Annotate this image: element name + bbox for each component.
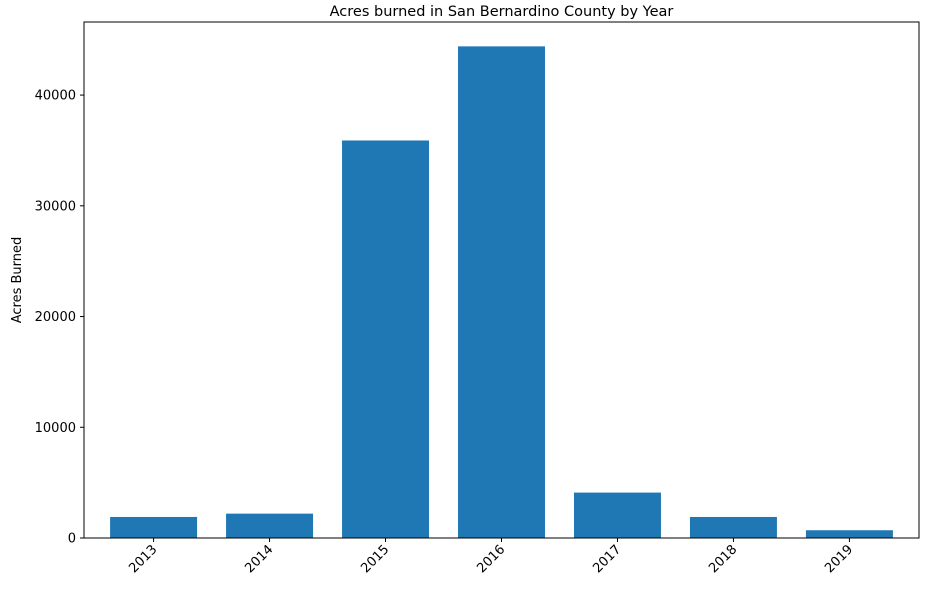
y-axis-label: Acres Burned (10, 237, 25, 324)
bar-2014 (226, 513, 314, 538)
x-tick-label: 2014 (242, 542, 276, 576)
plot-frame (83, 21, 920, 539)
y-tick-label: 40000 (35, 89, 76, 104)
x-tick-label: 2018 (706, 542, 740, 576)
y-tick-label: 20000 (35, 310, 76, 325)
x-tick-label: 2016 (474, 542, 508, 576)
x-tick-label: 2019 (822, 542, 856, 576)
x-tick-label: 2017 (590, 542, 624, 576)
x-tick-label: 2015 (358, 542, 392, 576)
y-tick-label: 10000 (35, 421, 76, 436)
bar-2016 (458, 46, 545, 539)
bar-2015 (342, 140, 430, 538)
y-tick-label: 30000 (35, 199, 76, 214)
bars-group (110, 46, 893, 539)
x-axis: 2013 2014 2015 2016 2017 2018 2019 (126, 538, 856, 576)
x-tick-label: 2013 (126, 542, 160, 576)
chart-title: Acres burned in San Bernardino County by… (330, 4, 674, 20)
y-axis: 0 10000 20000 30000 40000 (35, 89, 84, 547)
bar-2017 (573, 492, 661, 538)
bar-2013 (110, 516, 198, 538)
bar-2018 (689, 516, 777, 538)
bar-2019 (805, 530, 893, 538)
y-tick-label: 0 (68, 532, 76, 547)
